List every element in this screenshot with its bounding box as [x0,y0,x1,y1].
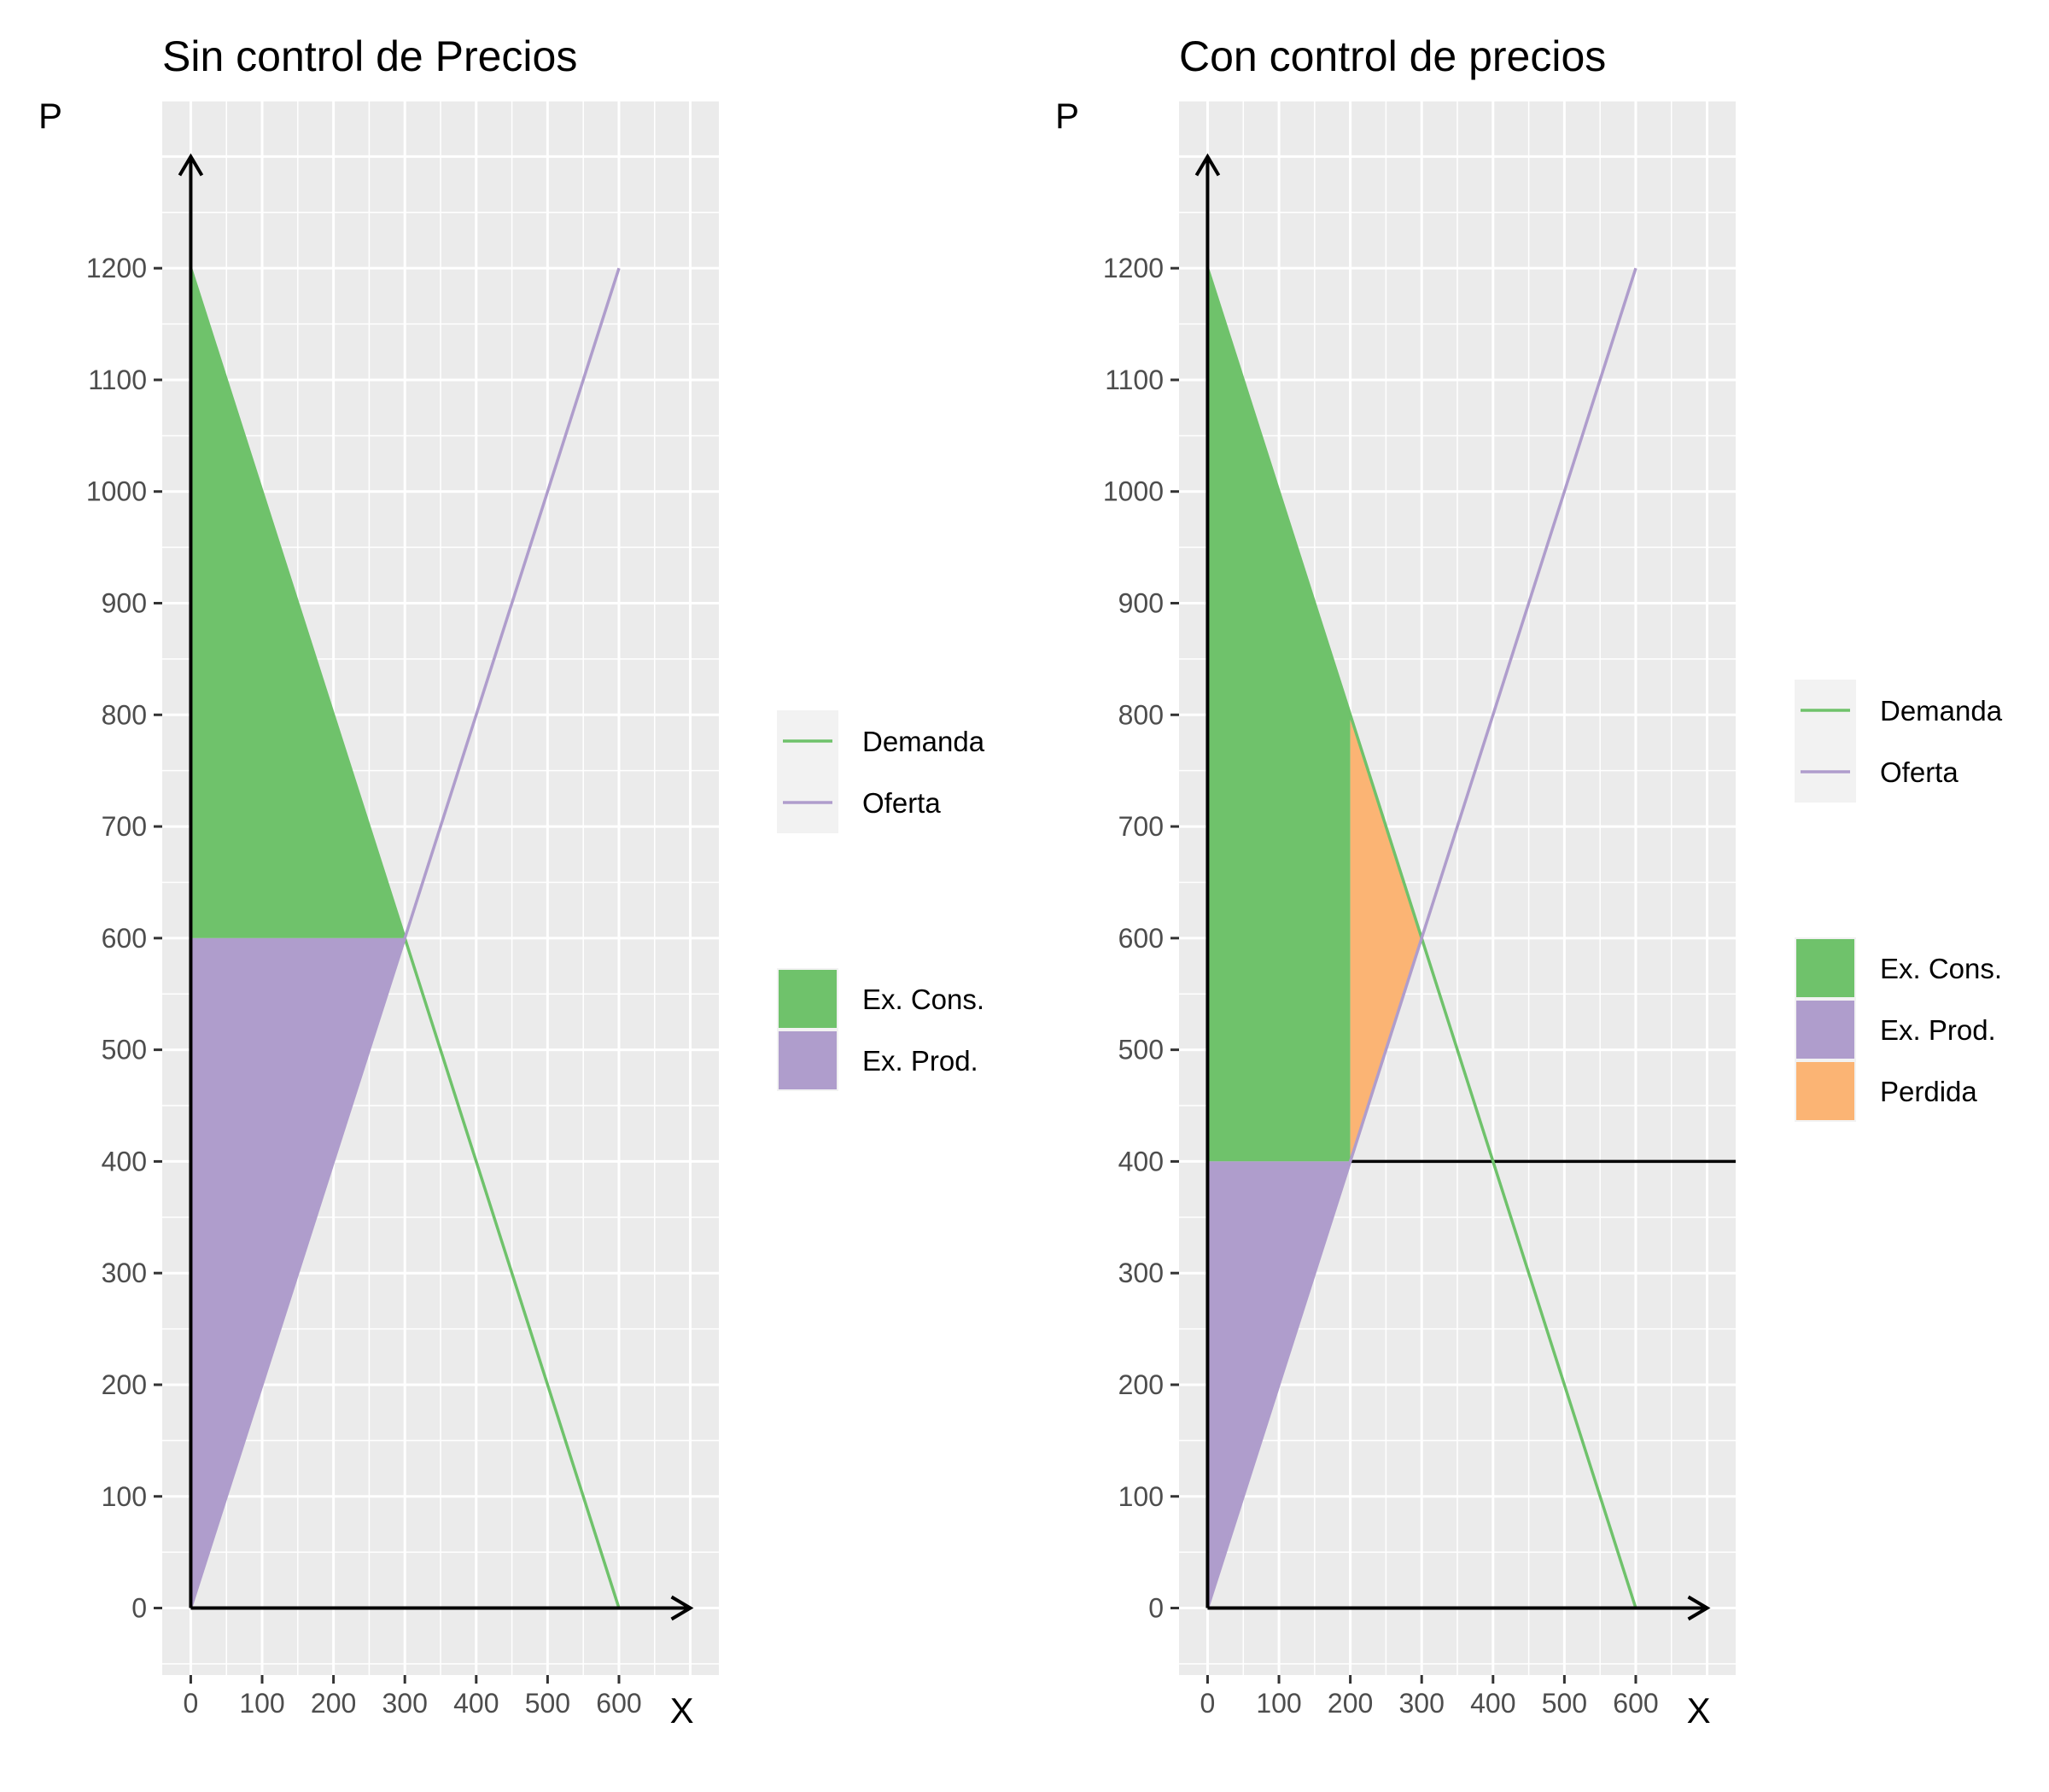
area-perdida [1350,715,1422,1162]
y-tick-label: 300 [1118,1258,1164,1288]
line-legend: Demanda Oferta [1795,680,2003,803]
y-tick-label: 1100 [88,365,147,395]
y-tick-label: 600 [1118,923,1164,954]
legend-fill-label: Ex. Cons. [1880,953,2002,984]
x-tick-label: 100 [239,1688,284,1719]
chart-title: Con control de precios [1179,32,1606,80]
y-tick-label: 100 [102,1481,147,1512]
legend-fill-key-ex-prod [1796,1001,1854,1059]
x-tick-label: 600 [1613,1688,1658,1719]
y-tick-label: 1100 [1105,365,1164,395]
x-tick-label: 500 [1542,1688,1587,1719]
legend-line-label: Demanda [862,726,985,757]
y-tick-label: 800 [102,699,147,730]
x-axis-label: X [670,1690,694,1731]
x-tick-label: 400 [1470,1688,1515,1719]
line-legend-key-background [1795,680,1856,803]
y-tick-label: 1000 [86,476,147,507]
y-tick-label: 700 [1118,811,1164,842]
y-axis-label: P [1055,96,1079,136]
y-tick-label: 500 [102,1035,147,1065]
y-tick-label: 300 [102,1258,147,1288]
line-legend-key-background [777,710,838,833]
y-tick-label: 1000 [1103,476,1164,507]
y-tick-label: 1200 [1103,253,1164,283]
legend-fill-key-perdida [1796,1062,1854,1120]
y-tick-label: 400 [102,1146,147,1176]
x-tick-label: 300 [382,1688,428,1719]
fill-legend: Ex. Cons. Ex. Prod. [777,968,984,1091]
y-tick-label: 0 [1148,1593,1164,1624]
series-line-oferta [189,267,621,1609]
y-tick-label: 900 [1118,588,1164,619]
legend-fill-label: Ex. Prod. [1880,1014,1996,1046]
x-tick-label: 200 [311,1688,356,1719]
y-tick-label: 200 [102,1369,147,1400]
legend-line-label: Demanda [1880,695,2003,727]
y-tick-label: 100 [1118,1481,1164,1512]
legend-fill-key-ex-cons [1796,939,1854,997]
y-tick-label: 700 [102,811,147,842]
x-axis-arrowhead [1687,1595,1711,1621]
y-tick-label: 0 [131,1593,147,1624]
legend-fill-label: Perdida [1880,1076,1977,1107]
x-axis-arrowhead [670,1595,694,1621]
x-tick-label: 100 [1256,1688,1301,1719]
y-tick-label: 400 [1118,1146,1164,1176]
y-tick-label: 600 [102,923,147,954]
legend-fill-label: Ex. Cons. [862,984,984,1015]
legend-line-label: Oferta [862,787,941,819]
x-tick-label: 500 [525,1688,570,1719]
chart-title: Sin control de Precios [162,32,577,80]
y-tick-label: 900 [102,588,147,619]
x-tick-label: 0 [184,1688,199,1719]
y-tick-label: 1200 [86,253,147,283]
legend-line-label: Oferta [1880,756,1959,788]
x-tick-label: 600 [596,1688,641,1719]
legend-fill-key-ex-prod [779,1031,837,1089]
y-axis-label: P [38,96,62,136]
fill-legend: Ex. Cons. Ex. Prod. Perdida [1795,937,2002,1122]
y-tick-label: 800 [1118,699,1164,730]
chart-panel-2: Con control de precios 0 100 200 300 400 500 60… [1055,32,2003,1731]
legend-fill-label: Ex. Prod. [862,1045,978,1077]
area-ex-cons [1207,268,1351,1162]
x-tick-label: 400 [453,1688,499,1719]
line-legend: Demanda Oferta [777,710,985,833]
x-tick-label: 0 [1200,1688,1216,1719]
y-axis-arrowhead [178,153,204,177]
legend-fill-key-ex-cons [779,970,837,1028]
x-tick-label: 300 [1399,1688,1445,1719]
chart-panel-1: Sin control de Precios 0 100 200 300 400 500 60… [38,32,985,1731]
y-tick-label: 200 [1118,1369,1164,1400]
y-tick-label: 500 [1118,1035,1164,1065]
series-line-oferta [1205,267,1637,1609]
y-axis-arrowhead [1194,153,1221,177]
x-axis-label: X [1687,1690,1711,1731]
x-tick-label: 200 [1328,1688,1373,1719]
